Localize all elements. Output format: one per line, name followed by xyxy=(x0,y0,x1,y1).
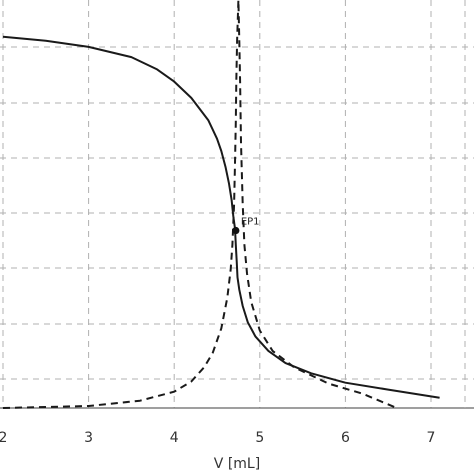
x-tick-label: 6 xyxy=(341,430,350,446)
markers: EP1 xyxy=(232,217,260,235)
x-tick-label: 7 xyxy=(427,430,436,446)
x-tick-label: 5 xyxy=(255,430,264,446)
endpoint-marker xyxy=(232,226,240,235)
x-axis-title: V [mL] xyxy=(214,456,260,472)
x-tick-label: 4 xyxy=(170,430,179,446)
x-tick-label: 2 xyxy=(0,430,7,446)
x-tick-label: 3 xyxy=(84,430,93,446)
derivative-curve-dashed xyxy=(2,0,398,409)
titration-curve-solid xyxy=(2,35,440,399)
curves xyxy=(2,0,440,409)
x-axis-ticks: 2 3 4 5 6 7 xyxy=(0,430,435,446)
endpoint-label: EP1 xyxy=(241,217,260,228)
grid xyxy=(0,0,474,409)
